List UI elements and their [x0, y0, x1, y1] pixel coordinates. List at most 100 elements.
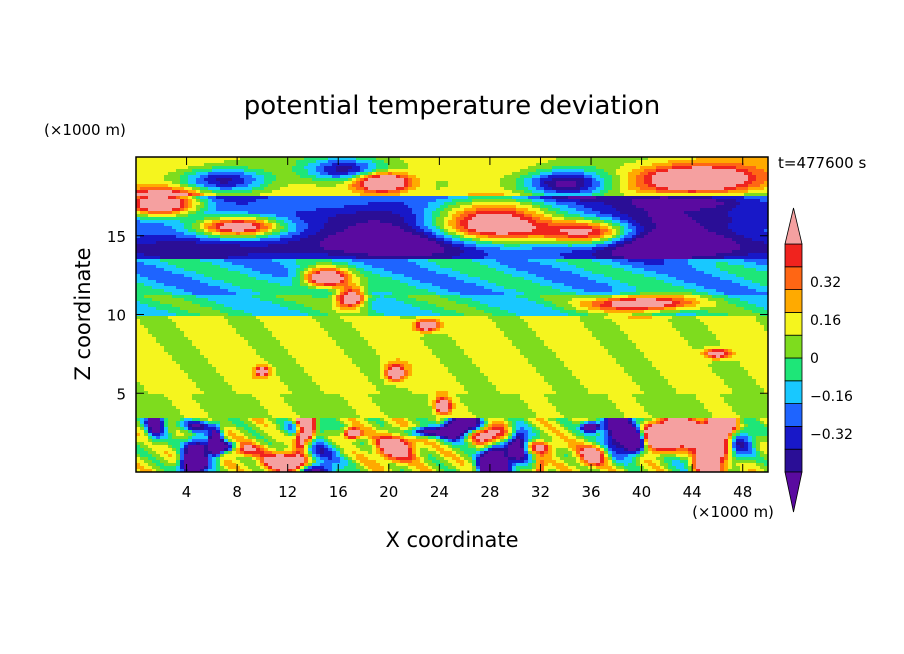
contour-cell — [600, 445, 605, 449]
contour-cell — [648, 448, 653, 452]
contour-cell — [604, 232, 613, 236]
contour-cell — [212, 166, 249, 170]
contour-cell — [532, 451, 537, 455]
contour-cell — [148, 391, 205, 395]
contour-cell — [136, 211, 141, 215]
contour-cell — [344, 454, 349, 458]
contour-cell — [748, 373, 768, 377]
contour-cell — [560, 457, 577, 461]
contour-cell — [232, 439, 237, 443]
contour-cell — [348, 274, 353, 278]
contour-cell — [412, 208, 425, 212]
contour-cell — [212, 430, 217, 434]
contour-cell — [752, 310, 768, 314]
contour-cell — [224, 439, 229, 443]
contour-cell — [604, 445, 609, 449]
contour-cell — [368, 418, 381, 422]
contour-cell — [136, 250, 345, 254]
contour-cell — [304, 466, 309, 470]
contour-cell — [528, 196, 541, 200]
contour-cell — [520, 436, 525, 440]
x-tick-label: 20 — [379, 483, 398, 501]
contour-cell — [648, 424, 653, 428]
contour-cell — [616, 322, 673, 326]
contour-cell — [640, 454, 645, 458]
contour-cell — [400, 376, 405, 380]
contour-cell — [252, 439, 257, 443]
contour-cell — [220, 451, 225, 455]
contour-cell — [520, 175, 533, 179]
contour-cell — [608, 352, 645, 356]
contour-cell — [468, 391, 501, 395]
contour-cell — [452, 400, 461, 404]
contour-cell — [136, 217, 141, 221]
contour-cell — [484, 427, 489, 431]
contour-cell — [232, 262, 281, 266]
contour-cell — [528, 322, 585, 326]
contour-cell — [604, 439, 609, 443]
x-tick-label: 40 — [632, 483, 651, 501]
contour-cell — [432, 283, 477, 287]
contour-cell — [228, 469, 237, 472]
contour-cell — [360, 433, 365, 437]
contour-cell — [592, 445, 597, 449]
contour-cell — [484, 430, 489, 434]
contour-cell — [228, 433, 237, 437]
contour-cell — [204, 421, 209, 425]
contour-cell — [644, 460, 653, 464]
contour-cell — [716, 253, 749, 257]
contour-cell — [376, 349, 433, 353]
contour-cell — [232, 178, 245, 182]
contour-cell — [696, 304, 717, 308]
contour-cell — [532, 229, 561, 233]
contour-cell — [404, 184, 409, 188]
contour-cell — [452, 421, 477, 425]
contour-cell — [288, 349, 345, 353]
contour-cell — [228, 181, 245, 185]
contour-cell — [440, 445, 449, 449]
contour-cell — [436, 436, 441, 440]
contour-cell — [456, 394, 521, 398]
contour-cell — [496, 268, 517, 272]
contour-cell — [408, 466, 417, 470]
contour-cell — [556, 427, 565, 431]
contour-cell — [436, 397, 441, 401]
contour-cell — [228, 430, 233, 434]
contour-cell — [504, 445, 509, 449]
contour-cell — [260, 214, 277, 218]
contour-cell — [324, 460, 341, 464]
contour-cell — [744, 235, 768, 239]
contour-cell — [548, 160, 637, 164]
contour-cell — [372, 400, 429, 404]
contour-cell — [464, 349, 521, 353]
contour-cell — [360, 178, 365, 182]
contour-cell — [336, 271, 341, 275]
contour-cell — [176, 169, 193, 173]
contour-cell — [720, 358, 768, 362]
contour-cell — [276, 454, 285, 458]
contour-cell — [232, 220, 245, 224]
contour-cell — [136, 220, 141, 224]
contour-cell — [516, 466, 533, 470]
contour-cell — [160, 421, 165, 425]
x-tick-label: 36 — [581, 483, 600, 501]
contour-cell — [640, 463, 649, 467]
contour-cell — [316, 382, 373, 386]
contour-cell — [452, 445, 469, 449]
contour-cell — [284, 220, 293, 224]
contour-cell — [544, 343, 601, 347]
contour-cell — [232, 229, 245, 233]
contour-cell — [720, 394, 768, 398]
contour-cell — [420, 178, 501, 182]
contour-cell — [312, 436, 317, 440]
contour-cell — [572, 244, 597, 248]
contour-cell — [732, 352, 737, 356]
contour-cell — [616, 229, 621, 233]
contour-cell — [164, 418, 169, 422]
contour-cell — [448, 421, 453, 425]
contour-cell — [236, 439, 253, 443]
contour-cell — [144, 466, 153, 470]
contour-cell — [172, 292, 193, 296]
contour-cell — [300, 436, 309, 440]
contour-cell — [136, 325, 145, 329]
